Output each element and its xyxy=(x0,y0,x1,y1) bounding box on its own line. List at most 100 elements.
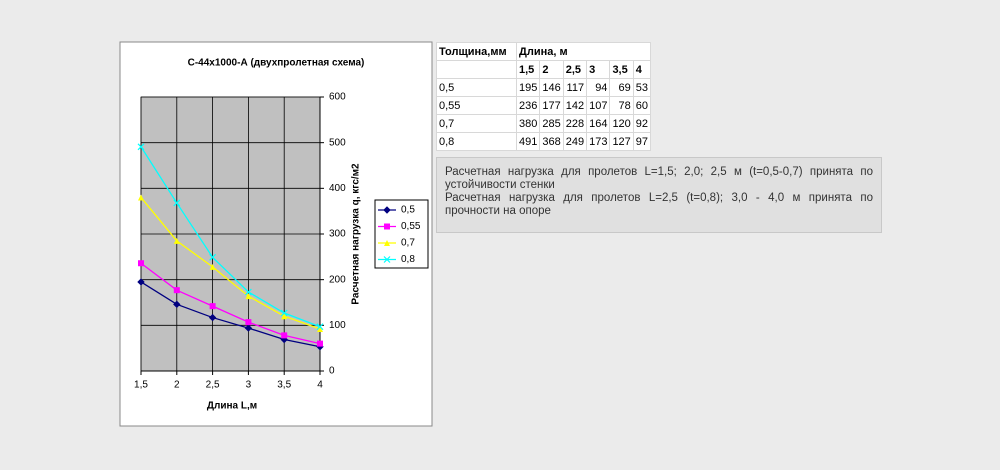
x-tick-label: 4 xyxy=(317,380,323,391)
table-cell: 4 xyxy=(632,60,652,79)
table-cell: 92 xyxy=(632,114,652,133)
table-cell: 2 xyxy=(539,60,564,79)
marker xyxy=(173,237,180,244)
table-cell: 120 xyxy=(609,114,634,133)
x-tick-label: 3,5 xyxy=(277,380,291,391)
marker xyxy=(281,332,288,339)
table-cell: Длина, м xyxy=(515,42,652,61)
y-tick-label: 200 xyxy=(329,274,346,285)
y-tick-label: 100 xyxy=(329,320,346,331)
table-cell: 69 xyxy=(609,78,634,97)
table-cell: 0,55 xyxy=(436,96,517,115)
table-cell: 107 xyxy=(586,96,611,115)
marker-stroke xyxy=(316,323,324,331)
table-cell: 142 xyxy=(562,96,588,115)
table-cell: 53 xyxy=(632,78,652,97)
marker-stroke xyxy=(280,309,288,317)
legend-label: 0,5 xyxy=(401,205,415,216)
table-cell: 285 xyxy=(539,114,564,133)
marker xyxy=(244,324,253,332)
table-cell: 3 xyxy=(586,60,611,79)
marker xyxy=(173,300,181,309)
table-cell: 368 xyxy=(539,132,564,151)
marker xyxy=(209,263,216,270)
data-table: Толщина,мм Длина, м 1,5 2 2,5 3 3,5 4 0,5 195 146 1… xyxy=(436,42,652,151)
marker xyxy=(209,303,216,310)
marker xyxy=(245,293,252,300)
y-tick-label: 0 xyxy=(329,366,335,377)
table-row: 0,7 380 285 228 164 120 92 xyxy=(436,114,652,133)
marker xyxy=(383,206,391,214)
x-tick-label: 3 xyxy=(246,380,252,391)
series-line xyxy=(140,281,321,348)
table-cell: 2,5 xyxy=(562,60,588,79)
marker xyxy=(209,253,217,261)
series-line xyxy=(140,146,321,328)
table-cell: 3,5 xyxy=(609,60,634,79)
table-cell: Толщина,мм xyxy=(436,42,517,61)
chart-title: С-44х1000-А (двухпролетная схема) xyxy=(188,58,365,69)
y-tick-label: 500 xyxy=(329,137,346,148)
table-cell: 0,5 xyxy=(436,78,517,97)
series-line xyxy=(140,197,321,330)
table-cell: 249 xyxy=(562,132,588,151)
note-paragraph: Расчетная нагрузка для пролетов L=1,5; 2… xyxy=(445,166,873,191)
marker xyxy=(317,325,323,332)
table-row: 0,8 491 368 249 173 127 97 xyxy=(436,132,652,151)
table-cell: 1,5 xyxy=(515,60,541,79)
marker xyxy=(137,143,145,151)
table-cell: 97 xyxy=(632,132,652,151)
marker xyxy=(384,223,390,230)
legend-label: 0,8 xyxy=(401,254,415,265)
note-paragraph: Расчетная нагрузка для пролетов L=2,5 (t… xyxy=(445,192,873,217)
table-cell: 491 xyxy=(515,132,541,151)
marker-stroke xyxy=(244,288,252,296)
x-axis-label: Длина L,м xyxy=(207,401,257,412)
marker xyxy=(173,287,180,294)
marker xyxy=(137,278,145,286)
x-tick-label: 1,5 xyxy=(134,380,148,391)
y-tick-label: 600 xyxy=(329,92,346,103)
marker xyxy=(245,319,252,326)
table-cell xyxy=(436,60,517,79)
series-line xyxy=(140,262,321,345)
marker xyxy=(317,340,323,347)
y-tick-label: 400 xyxy=(329,183,346,194)
marker-stroke xyxy=(383,256,391,263)
table-cell: 78 xyxy=(609,96,634,115)
legend-label: 0,55 xyxy=(401,221,421,232)
marker-stroke xyxy=(137,143,145,151)
marker xyxy=(316,323,324,331)
marker xyxy=(280,309,288,317)
marker xyxy=(138,260,144,267)
x-tick-label: 2,5 xyxy=(206,380,220,391)
table-cell: 94 xyxy=(586,78,611,97)
table-row: 0,5 195 146 117 94 69 53 xyxy=(436,78,652,97)
table-cell: 146 xyxy=(539,78,564,97)
marker xyxy=(383,256,391,263)
table-row: Толщина,мм Длина, м xyxy=(436,42,652,61)
marker xyxy=(138,194,144,201)
table-row: 0,55 236 177 142 107 78 60 xyxy=(436,96,652,115)
table-cell: 0,7 xyxy=(436,114,517,133)
table-cell: 380 xyxy=(515,114,541,133)
y-axis-label: Расчетная нагрузка q, кгс/м2 xyxy=(351,163,362,305)
marker xyxy=(384,240,390,246)
y-tick-label: 300 xyxy=(329,229,346,240)
marker xyxy=(208,313,217,322)
note: Расчетная нагрузка для пролетов L=1,5; 2… xyxy=(436,157,882,233)
marker xyxy=(281,313,288,320)
x-tick-label: 2 xyxy=(174,380,180,391)
table-cell: 60 xyxy=(632,96,652,115)
table-cell: 117 xyxy=(562,78,588,97)
table-cell: 164 xyxy=(586,114,611,133)
table-cell: 236 xyxy=(515,96,541,115)
legend-label: 0,7 xyxy=(401,238,415,249)
table-cell: 228 xyxy=(562,114,588,133)
marker xyxy=(173,199,181,207)
table-cell: 0,8 xyxy=(436,132,517,151)
marker xyxy=(244,288,252,296)
marker-stroke xyxy=(209,253,217,261)
